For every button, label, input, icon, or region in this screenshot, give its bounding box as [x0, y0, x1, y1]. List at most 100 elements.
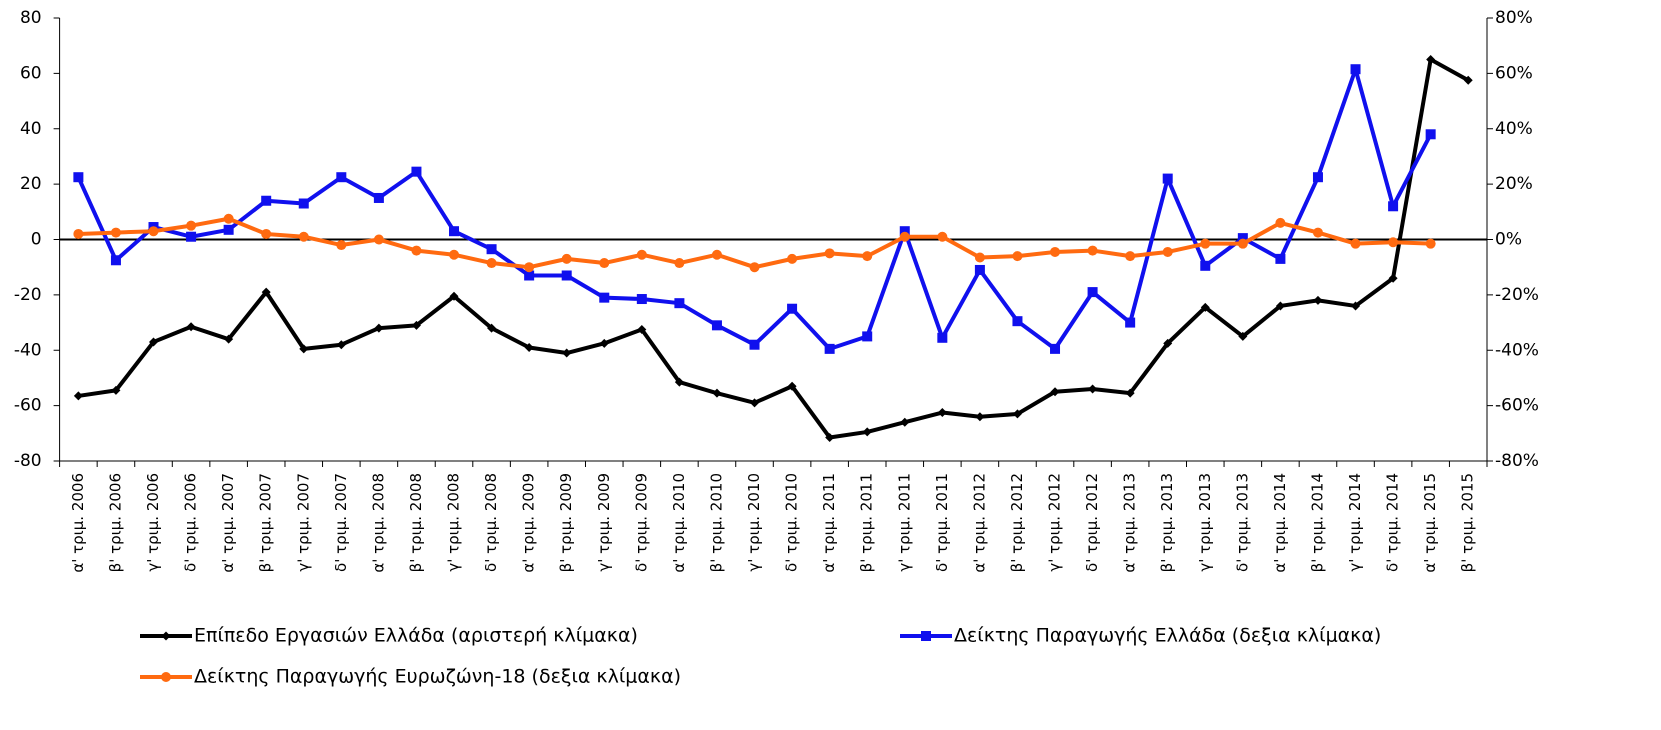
x-tick-label: β' τριμ. 2015: [1459, 473, 1477, 572]
marker: [1388, 273, 1398, 283]
legend-label: Επίπεδο Εργασιών Ελλάδα (αριστερή κλίμακ…: [194, 625, 638, 647]
y2-tick-label: 40%: [1495, 119, 1533, 139]
marker: [298, 198, 309, 209]
marker: [1237, 233, 1248, 244]
x-tick-label: α' τριμ. 2009: [520, 473, 538, 573]
y-tick-label: 40: [20, 119, 42, 139]
marker: [1050, 246, 1061, 257]
x-tick-label: γ' τριμ. 2010: [745, 473, 763, 572]
marker: [787, 303, 798, 314]
marker: [1388, 237, 1399, 248]
marker: [1350, 64, 1361, 75]
marker: [787, 253, 798, 264]
series-line: [78, 216, 1431, 270]
marker: [223, 213, 234, 224]
marker: [336, 172, 347, 183]
marker: [1200, 302, 1210, 312]
marker: [1012, 316, 1023, 327]
marker: [899, 231, 910, 242]
y-tick-label: 80: [20, 8, 42, 28]
marker: [637, 324, 647, 334]
x-tick-label: γ' τριμ. 2007: [294, 473, 312, 572]
marker: [487, 323, 497, 333]
marker: [1237, 238, 1248, 249]
x-tick-label: γ' τριμ. 2012: [1046, 473, 1064, 572]
marker: [1162, 246, 1173, 257]
marker: [224, 334, 234, 344]
marker: [1388, 201, 1399, 212]
x-tick-label: α' τριμ. 2015: [1421, 473, 1439, 573]
x-tick-label: α' τριμ. 2014: [1271, 473, 1289, 573]
marker: [1425, 129, 1436, 140]
marker: [1163, 338, 1173, 348]
marker: [749, 262, 760, 273]
x-tick-label: β' τριμ. 2012: [1008, 473, 1026, 572]
x-tick-label: β' τριμ. 2010: [707, 473, 725, 572]
x-tick-label: γ' τριμ. 2009: [595, 473, 613, 572]
marker: [298, 231, 309, 242]
marker: [449, 249, 460, 260]
marker: [599, 338, 609, 348]
y-tick-label: 20: [20, 174, 42, 194]
marker: [336, 340, 346, 350]
marker: [1275, 301, 1285, 311]
x-tick-label: β' τριμ. 2014: [1308, 473, 1326, 572]
marker: [712, 388, 722, 398]
legend-item: Επίπεδο Εργασιών Ελλάδα (αριστερή κλίμακ…: [140, 625, 638, 647]
marker: [411, 166, 422, 177]
marker: [824, 248, 835, 259]
marker: [1050, 343, 1061, 354]
y2-tick-label: 80%: [1495, 8, 1533, 28]
x-tick-label: γ' τριμ. 2006: [144, 473, 162, 572]
series: [73, 64, 1436, 354]
x-tick-label: α' τριμ. 2008: [369, 473, 387, 573]
x-tick-label: β' τριμ. 2008: [407, 473, 425, 572]
marker: [186, 231, 197, 242]
marker: [411, 320, 421, 330]
marker: [1125, 317, 1136, 328]
x-tick-label: δ' τριμ. 2006: [182, 473, 200, 572]
y2-tick-label: -80%: [1495, 451, 1539, 471]
marker: [411, 245, 422, 256]
x-tick-label: α' τριμ. 2007: [219, 473, 237, 573]
marker: [186, 220, 197, 231]
marker: [636, 249, 647, 260]
x-tick-label: δ' τριμ. 2007: [332, 473, 350, 572]
marker: [1313, 295, 1323, 305]
marker: [524, 342, 534, 352]
marker: [937, 231, 948, 242]
y2-tick-label: 0%: [1495, 230, 1522, 250]
marker: [110, 255, 121, 266]
marker: [1088, 384, 1098, 394]
marker: [1425, 238, 1436, 249]
x-tick-label: α' τριμ. 2012: [970, 473, 988, 573]
x-tick-label: α' τριμ. 2006: [69, 473, 87, 573]
marker: [110, 227, 121, 238]
marker: [486, 244, 497, 255]
marker: [937, 332, 948, 343]
marker: [524, 262, 535, 273]
marker: [974, 264, 985, 275]
x-tick-label: α' τριμ. 2010: [670, 473, 688, 573]
legend-marker: [921, 631, 931, 641]
y2-tick-label: 60%: [1495, 63, 1533, 83]
x-tick-label: δ' τριμ. 2008: [482, 473, 500, 572]
marker: [599, 292, 610, 303]
legend-label: Δείκτης Παραγωγής Ελλάδα (δεξια κλίμακα): [954, 625, 1381, 647]
marker: [674, 258, 685, 269]
marker: [1125, 388, 1135, 398]
legend-marker: [161, 672, 171, 682]
marker: [1426, 55, 1436, 65]
y-tick-label: 0: [31, 230, 42, 250]
x-tick-label: γ' τριμ. 2014: [1346, 473, 1364, 572]
marker: [787, 381, 797, 391]
marker: [73, 172, 84, 183]
marker: [336, 240, 347, 251]
marker: [149, 337, 159, 347]
x-tick-label: β' τριμ. 2007: [257, 473, 275, 572]
x-tick-label: α' τριμ. 2011: [820, 473, 838, 573]
marker: [148, 226, 159, 237]
marker: [261, 228, 272, 239]
marker: [73, 391, 83, 401]
